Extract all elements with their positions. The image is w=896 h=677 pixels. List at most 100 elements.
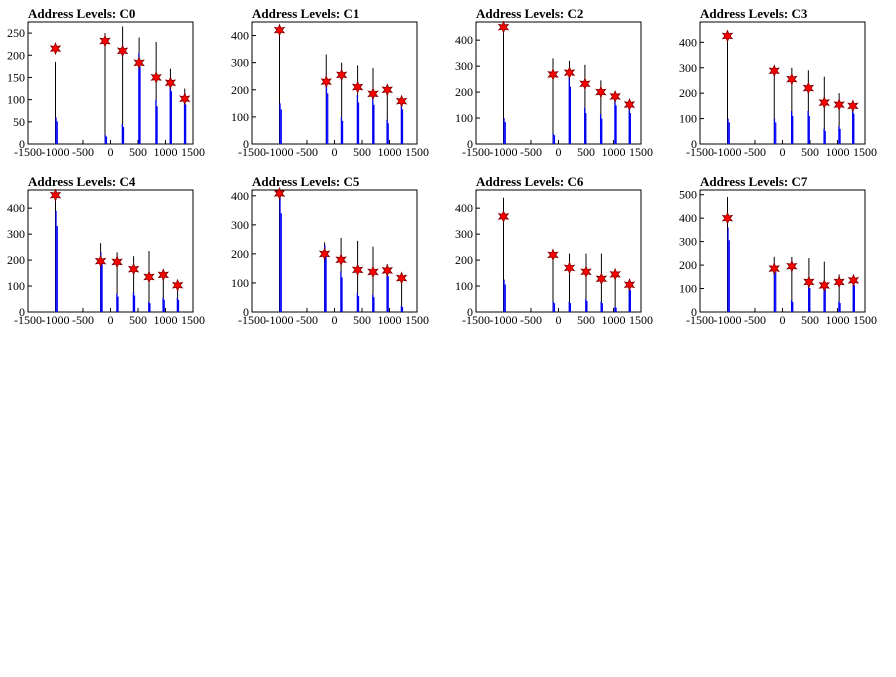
x-tick-label: -500 [72, 313, 94, 327]
y-tick-label: 0 [19, 305, 25, 319]
x-tick-label: -1500 [462, 145, 490, 159]
x-tick-label: -1000 [490, 313, 518, 327]
peak-marker [367, 265, 379, 279]
y-tick-label: 300 [7, 227, 25, 241]
peak-marker [157, 268, 170, 282]
x-tick-label: -1500 [462, 313, 490, 327]
chart-title: Address Levels: C1 [252, 6, 359, 21]
peak-marker [367, 87, 379, 101]
x-tick-label: 500 [353, 313, 371, 327]
y-tick-label: 0 [467, 137, 473, 151]
peak-marker [563, 66, 576, 80]
x-tick-label: 0 [556, 145, 562, 159]
chart-panel-c3: Address Levels: C3 0 100 200 300 400 -1500 -100… [679, 6, 877, 159]
x-tick-label: 1500 [181, 313, 205, 327]
plot-frame [699, 189, 866, 313]
x-tick-label: -1500 [238, 145, 266, 159]
peak-marker [786, 259, 798, 273]
y-tick-label: 400 [679, 211, 697, 225]
y-tick-label: 0 [19, 137, 25, 151]
x-tick-label: 1000 [378, 313, 402, 327]
y-tick-label: 100 [679, 112, 697, 126]
y-tick-label: 300 [231, 218, 249, 232]
peak-marker [143, 270, 155, 284]
x-tick-label: 1000 [154, 145, 178, 159]
peak-marker [381, 263, 394, 278]
chart-title: Address Levels: C3 [700, 6, 808, 21]
x-tick-label: -500 [520, 313, 542, 327]
x-tick-label: -1000 [266, 313, 294, 327]
peak-marker [609, 267, 621, 282]
x-tick-label: -1500 [14, 145, 42, 159]
x-tick-label: -500 [296, 145, 318, 159]
y-tick-label: 100 [7, 279, 25, 293]
peak-marker [335, 68, 348, 82]
peak-marker [847, 273, 860, 287]
chart-title: Address Levels: C2 [476, 6, 583, 21]
peak-marker [623, 97, 636, 112]
chart-panel-c5: Address Levels: C5 0 100 200 300 400 -1500 -100… [231, 174, 429, 327]
x-tick-label: -1000 [490, 145, 518, 159]
peak-marker [818, 96, 831, 110]
peak-marker [127, 262, 140, 276]
peak-marker [179, 92, 191, 106]
y-tick-label: 100 [231, 276, 249, 290]
peak-marker [171, 278, 184, 292]
peak-marker [802, 81, 815, 95]
y-tick-label: 300 [679, 61, 697, 75]
chart-title: Address Levels: C6 [476, 174, 584, 189]
peak-marker [351, 263, 364, 277]
y-tick-label: 100 [455, 279, 473, 293]
x-tick-label: -1500 [238, 313, 266, 327]
peak-marker [595, 272, 608, 286]
y-tick-label: 50 [13, 115, 25, 129]
x-tick-label: -1000 [42, 313, 70, 327]
chart-panel-c4: Address Levels: C4 0 100 200 300 400 -1500 -100… [7, 174, 205, 327]
peak-marker [99, 34, 111, 48]
y-tick-label: 400 [7, 201, 25, 215]
peak-marker [150, 70, 162, 85]
peak-marker [318, 247, 331, 261]
x-tick-label: 500 [129, 145, 147, 159]
y-tick-label: 200 [231, 83, 249, 97]
x-tick-label: 1000 [826, 313, 850, 327]
peak-marker [580, 265, 592, 279]
x-tick-label: 0 [780, 313, 786, 327]
x-tick-label: 0 [780, 145, 786, 159]
peak-marker [273, 23, 286, 37]
y-tick-label: 0 [243, 305, 249, 319]
y-tick-label: 200 [7, 48, 25, 62]
y-tick-label: 200 [455, 85, 473, 99]
peak-marker [497, 20, 510, 34]
x-tick-label: 0 [108, 145, 114, 159]
x-tick-label: -500 [296, 313, 318, 327]
y-tick-label: 200 [679, 86, 697, 100]
x-tick-label: 1000 [826, 145, 850, 159]
y-tick-label: 200 [7, 253, 25, 267]
y-tick-label: 300 [231, 56, 249, 70]
peak-marker [833, 97, 845, 112]
x-tick-label: 500 [801, 313, 819, 327]
y-tick-label: 250 [7, 26, 25, 40]
y-tick-label: 500 [679, 188, 697, 202]
plot-frame [699, 21, 866, 145]
y-tick-label: 0 [467, 305, 473, 319]
peak-marker [609, 89, 621, 104]
peak-marker [94, 254, 107, 268]
y-tick-label: 200 [231, 247, 249, 261]
chart-title: Address Levels: C7 [700, 174, 808, 189]
peak-marker [395, 94, 408, 108]
peak-marker [381, 83, 394, 97]
x-tick-label: -1000 [42, 145, 70, 159]
x-tick-label: 0 [556, 313, 562, 327]
chart-panel-c6: Address Levels: C6 0 100 200 300 400 -1500 -100… [455, 174, 653, 327]
peak-marker [833, 275, 845, 289]
peak-marker [579, 77, 591, 91]
chart-panel-c0: Address Levels: C0 0 50 100 150 200 250 -1500 -1… [7, 6, 205, 159]
x-tick-label: 500 [129, 313, 147, 327]
x-tick-label: -500 [744, 313, 766, 327]
x-tick-label: 1500 [853, 313, 877, 327]
peak-marker [547, 248, 559, 262]
peak-marker [320, 75, 332, 89]
